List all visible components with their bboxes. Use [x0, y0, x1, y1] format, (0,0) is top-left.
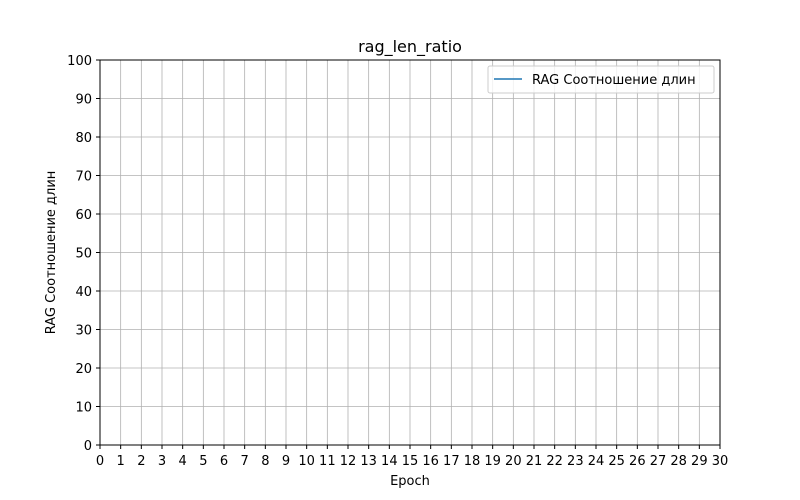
x-tick-label: 9: [282, 454, 290, 469]
y-tick-label: 70: [75, 170, 92, 185]
x-tick-label: 23: [567, 454, 584, 469]
x-tick-label: 17: [443, 454, 460, 469]
x-tick-label: 14: [381, 454, 398, 469]
y-tick-label: 60: [75, 208, 92, 223]
grid-layer: [99, 59, 721, 446]
y-tick-label: 30: [75, 324, 92, 339]
y-tick-label: 90: [75, 93, 92, 108]
x-tick-label: 26: [629, 454, 646, 469]
x-tick-label: 2: [137, 454, 145, 469]
x-tick-label: 7: [241, 454, 249, 469]
x-tick-label: 1: [117, 454, 125, 469]
x-tick-label: 25: [608, 454, 625, 469]
x-tick-label: 24: [588, 454, 605, 469]
x-tick-label: 11: [319, 454, 336, 469]
y-tick-label: 100: [67, 54, 92, 69]
chart-title: rag_len_ratio: [358, 37, 462, 57]
x-tick-label: 21: [526, 454, 543, 469]
y-tick-label: 40: [75, 285, 92, 300]
x-tick-label: 0: [96, 454, 104, 469]
x-tick-label: 28: [670, 454, 687, 469]
x-tick-label: 3: [158, 454, 166, 469]
x-tick-label: 5: [199, 454, 207, 469]
x-tick-label: 4: [179, 454, 187, 469]
x-tick-label: 29: [691, 454, 708, 469]
x-tick-label: 10: [298, 454, 315, 469]
x-tick-label: 27: [650, 454, 667, 469]
y-tick-label: 10: [75, 401, 92, 416]
x-tick-label: 30: [712, 454, 729, 469]
y-tick-label: 80: [75, 131, 92, 146]
y-axis-label: RAG Соотношение длин: [44, 171, 59, 335]
x-tick-label: 8: [261, 454, 269, 469]
x-tick-label: 6: [220, 454, 228, 469]
x-tick-label: 15: [402, 454, 419, 469]
legend-box: [487, 65, 715, 94]
x-tick-label: 19: [484, 454, 501, 469]
y-tick-label: 0: [84, 439, 92, 454]
tick-layer: 0 1 2 3 4 5 6 7 8 9 10 11 12 13 14 15 16 17 18 19 20 21 22 23 24…: [67, 54, 728, 469]
legend: RAG Соотношение длин: [487, 65, 715, 94]
x-tick-label: 20: [505, 454, 522, 469]
x-tick-label: 13: [360, 454, 377, 469]
legend-label: RAG Соотношение длин: [532, 73, 696, 88]
y-tick-label: 50: [75, 247, 92, 262]
x-axis-label: Epoch: [390, 474, 430, 489]
x-tick-label: 12: [340, 454, 357, 469]
x-tick-label: 22: [546, 454, 563, 469]
y-tick-label: 20: [75, 362, 92, 377]
x-tick-label: 18: [464, 454, 481, 469]
x-tick-label: 16: [422, 454, 439, 469]
